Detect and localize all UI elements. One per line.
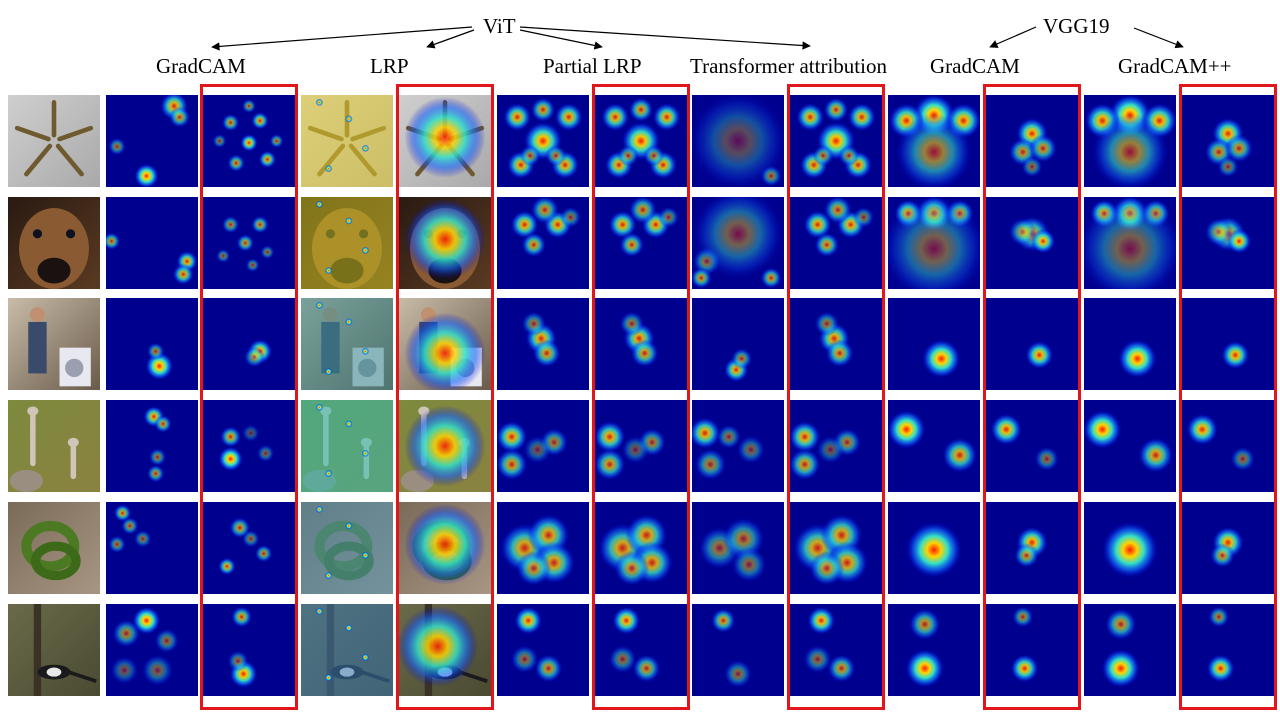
highlight-box bbox=[200, 84, 298, 710]
input-image bbox=[8, 400, 100, 492]
attribution-overlay bbox=[301, 298, 393, 390]
attribution-heatmap bbox=[692, 298, 784, 390]
arrow-vit-gradcam bbox=[211, 26, 473, 51]
attribution-heatmap bbox=[1182, 298, 1274, 390]
attribution-overlay bbox=[301, 197, 393, 289]
attribution-heatmap bbox=[986, 298, 1078, 390]
attribution-heatmap bbox=[1182, 502, 1274, 594]
attribution-heatmap bbox=[790, 298, 882, 390]
attribution-heatmap bbox=[692, 502, 784, 594]
column-label-vgg19-gradcam: GradCAM bbox=[930, 54, 1020, 78]
attribution-heatmap bbox=[692, 400, 784, 492]
attribution-heatmap bbox=[497, 604, 589, 696]
attribution-overlay bbox=[399, 604, 491, 696]
attribution-heatmap bbox=[497, 400, 589, 492]
attribution-overlay bbox=[301, 95, 393, 187]
group-label-vgg19: VGG19 bbox=[1043, 14, 1110, 38]
attribution-heatmap bbox=[497, 502, 589, 594]
attribution-overlay bbox=[399, 400, 491, 492]
attribution-heatmap bbox=[692, 197, 784, 289]
attribution-heatmap bbox=[497, 298, 589, 390]
attribution-heatmap bbox=[595, 95, 687, 187]
attribution-heatmap bbox=[1084, 604, 1176, 696]
attribution-heatmap bbox=[106, 604, 198, 696]
attribution-heatmap bbox=[888, 400, 980, 492]
highlight-box bbox=[396, 84, 494, 710]
attribution-heatmap bbox=[106, 400, 198, 492]
attribution-heatmap bbox=[790, 604, 882, 696]
input-image bbox=[8, 502, 100, 594]
attribution-heatmap bbox=[497, 197, 589, 289]
attribution-heatmap bbox=[203, 197, 295, 289]
highlight-box bbox=[787, 84, 885, 710]
attribution-heatmap bbox=[790, 400, 882, 492]
attribution-heatmap bbox=[888, 502, 980, 594]
attribution-heatmap bbox=[1084, 298, 1176, 390]
attribution-heatmap bbox=[1084, 400, 1176, 492]
arrow-vit-lrp bbox=[426, 29, 475, 49]
attribution-heatmap bbox=[888, 604, 980, 696]
input-image bbox=[8, 298, 100, 390]
attribution-heatmap bbox=[888, 95, 980, 187]
input-image bbox=[8, 604, 100, 696]
attribution-heatmap bbox=[106, 197, 198, 289]
attribution-heatmap bbox=[986, 95, 1078, 187]
highlight-box bbox=[983, 84, 1081, 710]
attribution-heatmap bbox=[790, 502, 882, 594]
attribution-heatmap bbox=[692, 604, 784, 696]
input-image bbox=[8, 197, 100, 289]
highlight-box bbox=[1179, 84, 1277, 710]
column-label-vit-transformer-attribution: Transformer attribution bbox=[690, 54, 887, 78]
attribution-heatmap bbox=[203, 604, 295, 696]
attribution-heatmap bbox=[888, 298, 980, 390]
attribution-overlay bbox=[399, 197, 491, 289]
attribution-heatmap bbox=[986, 400, 1078, 492]
arrow-vit-transformer-attribution bbox=[519, 26, 811, 50]
attribution-heatmap bbox=[595, 604, 687, 696]
attribution-overlay bbox=[301, 604, 393, 696]
attribution-heatmap bbox=[497, 95, 589, 187]
attribution-heatmap bbox=[986, 502, 1078, 594]
column-label-vit-partial-lrp: Partial LRP bbox=[543, 54, 642, 78]
arrow-vit-partial-lrp bbox=[519, 29, 603, 50]
attribution-heatmap bbox=[1084, 197, 1176, 289]
attribution-overlay bbox=[301, 502, 393, 594]
column-label-vgg19-gradcam-plus-plus: GradCAM++ bbox=[1118, 54, 1232, 78]
input-image bbox=[8, 95, 100, 187]
attribution-heatmap bbox=[1084, 502, 1176, 594]
group-arrows bbox=[211, 26, 1184, 51]
arrow-vgg19-gradcam-plus-plus bbox=[1133, 27, 1184, 49]
highlight-box bbox=[592, 84, 690, 710]
attribution-heatmap bbox=[595, 298, 687, 390]
column-label-vit-lrp: LRP bbox=[370, 54, 409, 78]
group-label-vit: ViT bbox=[483, 14, 516, 38]
attribution-heatmap bbox=[888, 197, 980, 289]
attribution-heatmap bbox=[1084, 95, 1176, 187]
attribution-heatmap bbox=[790, 95, 882, 187]
attribution-heatmap bbox=[1182, 604, 1274, 696]
attribution-heatmap bbox=[1182, 197, 1274, 289]
column-label-vit-gradcam: GradCAM bbox=[156, 54, 246, 78]
attribution-heatmap bbox=[986, 604, 1078, 696]
attribution-heatmap bbox=[203, 502, 295, 594]
attribution-heatmap bbox=[1182, 400, 1274, 492]
attribution-heatmap bbox=[1182, 95, 1274, 187]
attribution-heatmap bbox=[986, 197, 1078, 289]
attribution-heatmap bbox=[106, 95, 198, 187]
attribution-overlay bbox=[399, 95, 491, 187]
arrow-vgg19-gradcam bbox=[989, 26, 1037, 48]
attribution-heatmap bbox=[790, 197, 882, 289]
attribution-heatmap bbox=[106, 502, 198, 594]
attribution-heatmap bbox=[595, 197, 687, 289]
attribution-heatmap bbox=[595, 400, 687, 492]
attribution-overlay bbox=[399, 298, 491, 390]
attribution-heatmap bbox=[106, 298, 198, 390]
attribution-overlay bbox=[399, 502, 491, 594]
attribution-heatmap bbox=[203, 95, 295, 187]
attribution-overlay bbox=[301, 400, 393, 492]
attribution-heatmap bbox=[595, 502, 687, 594]
attribution-heatmap bbox=[203, 400, 295, 492]
attribution-heatmap bbox=[203, 298, 295, 390]
attribution-heatmap bbox=[692, 95, 784, 187]
